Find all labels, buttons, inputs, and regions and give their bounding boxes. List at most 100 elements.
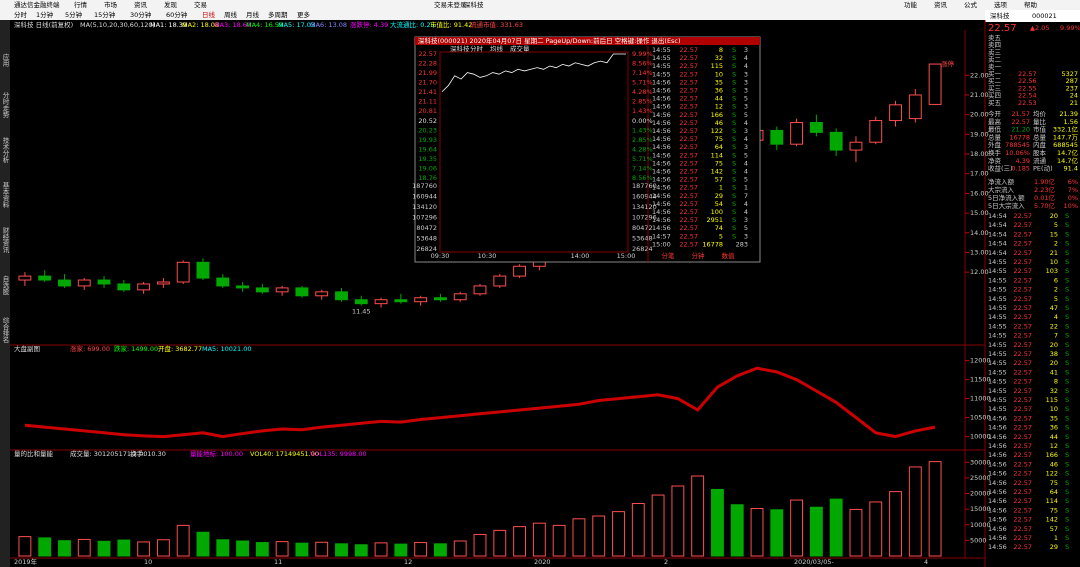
popup-tab[interactable]: 分笔: [662, 251, 676, 260]
sidebar-tab[interactable]: 分时走势: [1, 91, 9, 120]
sidebar-tab[interactable]: 综合排名: [1, 316, 9, 345]
popup-axis-label: 9.99%: [632, 50, 653, 58]
label: 22.57: [1013, 543, 1032, 551]
label: 21: [1050, 249, 1058, 257]
menu-item[interactable]: 功能: [904, 0, 918, 9]
label: 卖一: [988, 63, 1002, 71]
label: 47: [1050, 304, 1058, 312]
toolbar-item[interactable]: 15分钟: [94, 10, 116, 19]
popup-tick-cell: 22.57: [679, 240, 698, 248]
menu-item[interactable]: 资讯: [134, 0, 148, 9]
y-tick-label: 18.00: [970, 150, 989, 158]
label: S: [1065, 479, 1069, 487]
menu-item[interactable]: 资讯: [934, 0, 948, 9]
popup-tab[interactable]: 数值: [722, 251, 736, 260]
y-tick-label: 14.00: [970, 229, 989, 237]
menu-item[interactable]: 行情: [74, 0, 88, 9]
popup-tick-cell: 5: [744, 176, 748, 184]
toolbar-item[interactable]: 5分钟: [65, 10, 83, 19]
sidebar-tab[interactable]: 自选股: [1, 274, 9, 296]
menu-item[interactable]: 发现: [164, 0, 178, 9]
candle-body: [315, 291, 329, 297]
toolbar-item[interactable]: 月线: [246, 10, 260, 19]
label: 14:55: [988, 378, 1007, 386]
label: S: [1065, 276, 1069, 284]
label: S: [1065, 387, 1069, 395]
menu-item[interactable]: 帮助: [1024, 0, 1038, 9]
label: 115: [1046, 396, 1058, 404]
label: S: [1065, 488, 1069, 496]
menu-item[interactable]: 公式: [964, 0, 978, 9]
popup-tick-cell: 114: [711, 151, 723, 159]
popup-axis-label: 134120: [632, 203, 657, 211]
menu-item[interactable]: 选项: [994, 0, 1008, 9]
label: 14:55: [988, 304, 1007, 312]
label: S: [1065, 506, 1069, 514]
label: 6: [1054, 276, 1058, 284]
candle-body: [513, 265, 527, 277]
popup-tab[interactable]: 成交量: [510, 44, 530, 53]
menu-item[interactable]: 交易未登录: [434, 0, 467, 9]
popup-tick-cell: 14:56: [652, 159, 671, 167]
x-tick-label: 12: [404, 558, 412, 566]
menu-item[interactable]: 交易: [194, 0, 207, 9]
popup-tick-cell: S: [732, 103, 736, 111]
popup-axis-label: 21.11: [418, 98, 437, 106]
label: 买二: [988, 77, 1002, 85]
label: MA5: 10021.00: [202, 345, 251, 353]
toolbar-item[interactable]: 30分钟: [130, 10, 152, 19]
popup-tab[interactable]: 均线: [490, 44, 504, 53]
y-tick-label: 10000: [970, 521, 991, 529]
toolbar-item[interactable]: 1分钟: [36, 10, 54, 19]
menu-item[interactable]: 市场: [104, 0, 118, 9]
label: 14:55: [988, 405, 1007, 413]
popup-axis-label: 18.76: [418, 174, 437, 182]
label: 22.55: [1018, 84, 1037, 92]
toolbar-item[interactable]: 分时: [14, 10, 28, 19]
menu-item[interactable]: 通达信金融终端: [14, 0, 60, 9]
sidebar-tab[interactable]: 财经资讯: [1, 226, 9, 255]
x-tick-label: 2: [664, 558, 668, 566]
popup-tick-cell: S: [732, 151, 736, 159]
sidebar-tab[interactable]: 基本资料: [1, 181, 9, 210]
volume-bar: [612, 511, 625, 557]
popup-axis-label: 4.28%: [632, 88, 653, 96]
label: 5日净流入额: [988, 193, 1025, 202]
label: 22.57: [1013, 350, 1032, 358]
label: 64: [1050, 488, 1058, 496]
popup-tab[interactable]: 深科技: [450, 44, 470, 53]
label: 14:56: [988, 488, 1007, 496]
popup-axis-label: 53648: [416, 235, 437, 243]
label: 22.57: [1013, 267, 1032, 275]
popup-tick-cell: 22.57: [679, 87, 698, 95]
volume-bar: [592, 515, 606, 557]
toolbar-item[interactable]: 60分钟: [166, 10, 188, 19]
sidebar-tab[interactable]: 应用: [1, 52, 9, 68]
popup-tick-cell: S: [732, 208, 736, 216]
x-tick-label: 10: [144, 558, 152, 566]
popup-tick-cell: S: [732, 119, 736, 127]
sidebar-tab[interactable]: 技术分析: [1, 136, 9, 165]
toolbar-item[interactable]: 更多: [297, 10, 311, 19]
y-tick-label: 21.00: [970, 91, 989, 99]
popup-tab[interactable]: 分时: [470, 44, 484, 53]
popup-axis-label: 5.71%: [632, 79, 653, 87]
popup-price-line: [441, 53, 626, 93]
popup-tick-cell: S: [732, 95, 736, 103]
label: 22.57: [1018, 70, 1037, 78]
toolbar-item[interactable]: 日线: [202, 10, 216, 19]
popup-tick-cell: 3: [744, 143, 748, 151]
toolbar-item[interactable]: 多周期: [268, 10, 288, 19]
label: 22.56: [1018, 77, 1037, 85]
volume-bar: [315, 541, 329, 557]
popup-tick-cell: S: [732, 46, 736, 54]
menu-item[interactable]: 深科技: [464, 0, 484, 9]
popup-time: 14:00: [571, 252, 590, 260]
toolbar-item[interactable]: 周线: [224, 10, 238, 19]
popup-tick-cell: 22.57: [679, 151, 698, 159]
label: 14:55: [988, 258, 1007, 266]
popup-tab[interactable]: 分钟: [692, 251, 706, 260]
candle-body: [433, 297, 447, 301]
